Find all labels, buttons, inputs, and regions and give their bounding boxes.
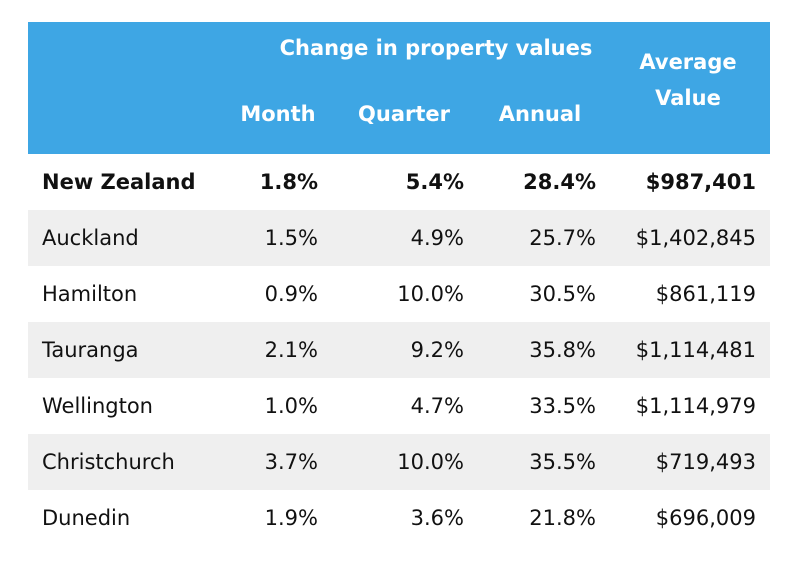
table-row-dunedin: Dunedin 1.9% 3.6% 21.8% $696,009 xyxy=(28,490,770,546)
average-header-line1: Average xyxy=(639,50,737,74)
annual-cell: 33.5% xyxy=(529,394,596,418)
average-value-cell: $987,401 xyxy=(645,170,756,194)
annual-cell: 35.8% xyxy=(529,338,596,362)
region-cell: Auckland xyxy=(42,226,139,250)
quarter-cell: 10.0% xyxy=(397,450,464,474)
average-value-cell: $861,119 xyxy=(655,282,756,306)
month-cell: 0.9% xyxy=(264,282,318,306)
average-value-cell: $1,402,845 xyxy=(635,226,756,250)
table-row-christchurch: Christchurch 3.7% 10.0% 35.5% $719,493 xyxy=(28,434,770,490)
month-cell: 2.1% xyxy=(264,338,318,362)
annual-cell: 30.5% xyxy=(529,282,596,306)
month-cell: 3.7% xyxy=(264,450,318,474)
quarter-cell: 10.0% xyxy=(397,282,464,306)
average-value-cell: $719,493 xyxy=(655,450,756,474)
annual-cell: 35.5% xyxy=(529,450,596,474)
table-row-hamilton: Hamilton 0.9% 10.0% 30.5% $861,119 xyxy=(28,266,770,322)
month-cell: 1.0% xyxy=(264,394,318,418)
month-cell: 1.9% xyxy=(264,506,318,530)
quarter-cell: 4.9% xyxy=(410,226,464,250)
region-cell: New Zealand xyxy=(42,170,196,194)
region-cell: Christchurch xyxy=(42,450,175,474)
quarter-cell: 9.2% xyxy=(410,338,464,362)
average-value-cell: $1,114,481 xyxy=(635,338,756,362)
table-row-tauranga: Tauranga 2.1% 9.2% 35.8% $1,114,481 xyxy=(28,322,770,378)
region-cell: Wellington xyxy=(42,394,153,418)
table-row-new-zealand: New Zealand 1.8% 5.4% 28.4% $987,401 xyxy=(28,154,770,210)
table-row-wellington: Wellington 1.0% 4.7% 33.5% $1,114,979 xyxy=(28,378,770,434)
quarter-cell: 5.4% xyxy=(405,170,464,194)
region-cell: Tauranga xyxy=(42,338,139,362)
table-body: New Zealand 1.8% 5.4% 28.4% $987,401 Auc… xyxy=(28,154,770,546)
month-cell: 1.5% xyxy=(264,226,318,250)
quarter-column-header: Quarter xyxy=(358,102,450,126)
average-value-cell: $1,114,979 xyxy=(635,394,756,418)
change-group-header: Change in property values xyxy=(279,36,593,60)
quarter-cell: 4.7% xyxy=(410,394,464,418)
month-cell: 1.8% xyxy=(259,170,318,194)
table-row-auckland: Auckland 1.5% 4.9% 25.7% $1,402,845 xyxy=(28,210,770,266)
annual-cell: 28.4% xyxy=(523,170,596,194)
quarter-cell: 3.6% xyxy=(410,506,464,530)
average-value-cell: $696,009 xyxy=(655,506,756,530)
region-cell: Dunedin xyxy=(42,506,131,530)
month-column-header: Month xyxy=(240,102,316,126)
annual-cell: 25.7% xyxy=(529,226,596,250)
table-header: Change in property values Month Quarter … xyxy=(28,22,770,154)
region-cell: Hamilton xyxy=(42,282,138,306)
annual-cell: 21.8% xyxy=(529,506,596,530)
property-values-table: Change in property values Month Quarter … xyxy=(28,22,770,546)
annual-column-header: Annual xyxy=(498,102,582,126)
average-value-column-header: Average Value xyxy=(618,44,758,116)
average-header-line2: Value xyxy=(655,86,721,110)
